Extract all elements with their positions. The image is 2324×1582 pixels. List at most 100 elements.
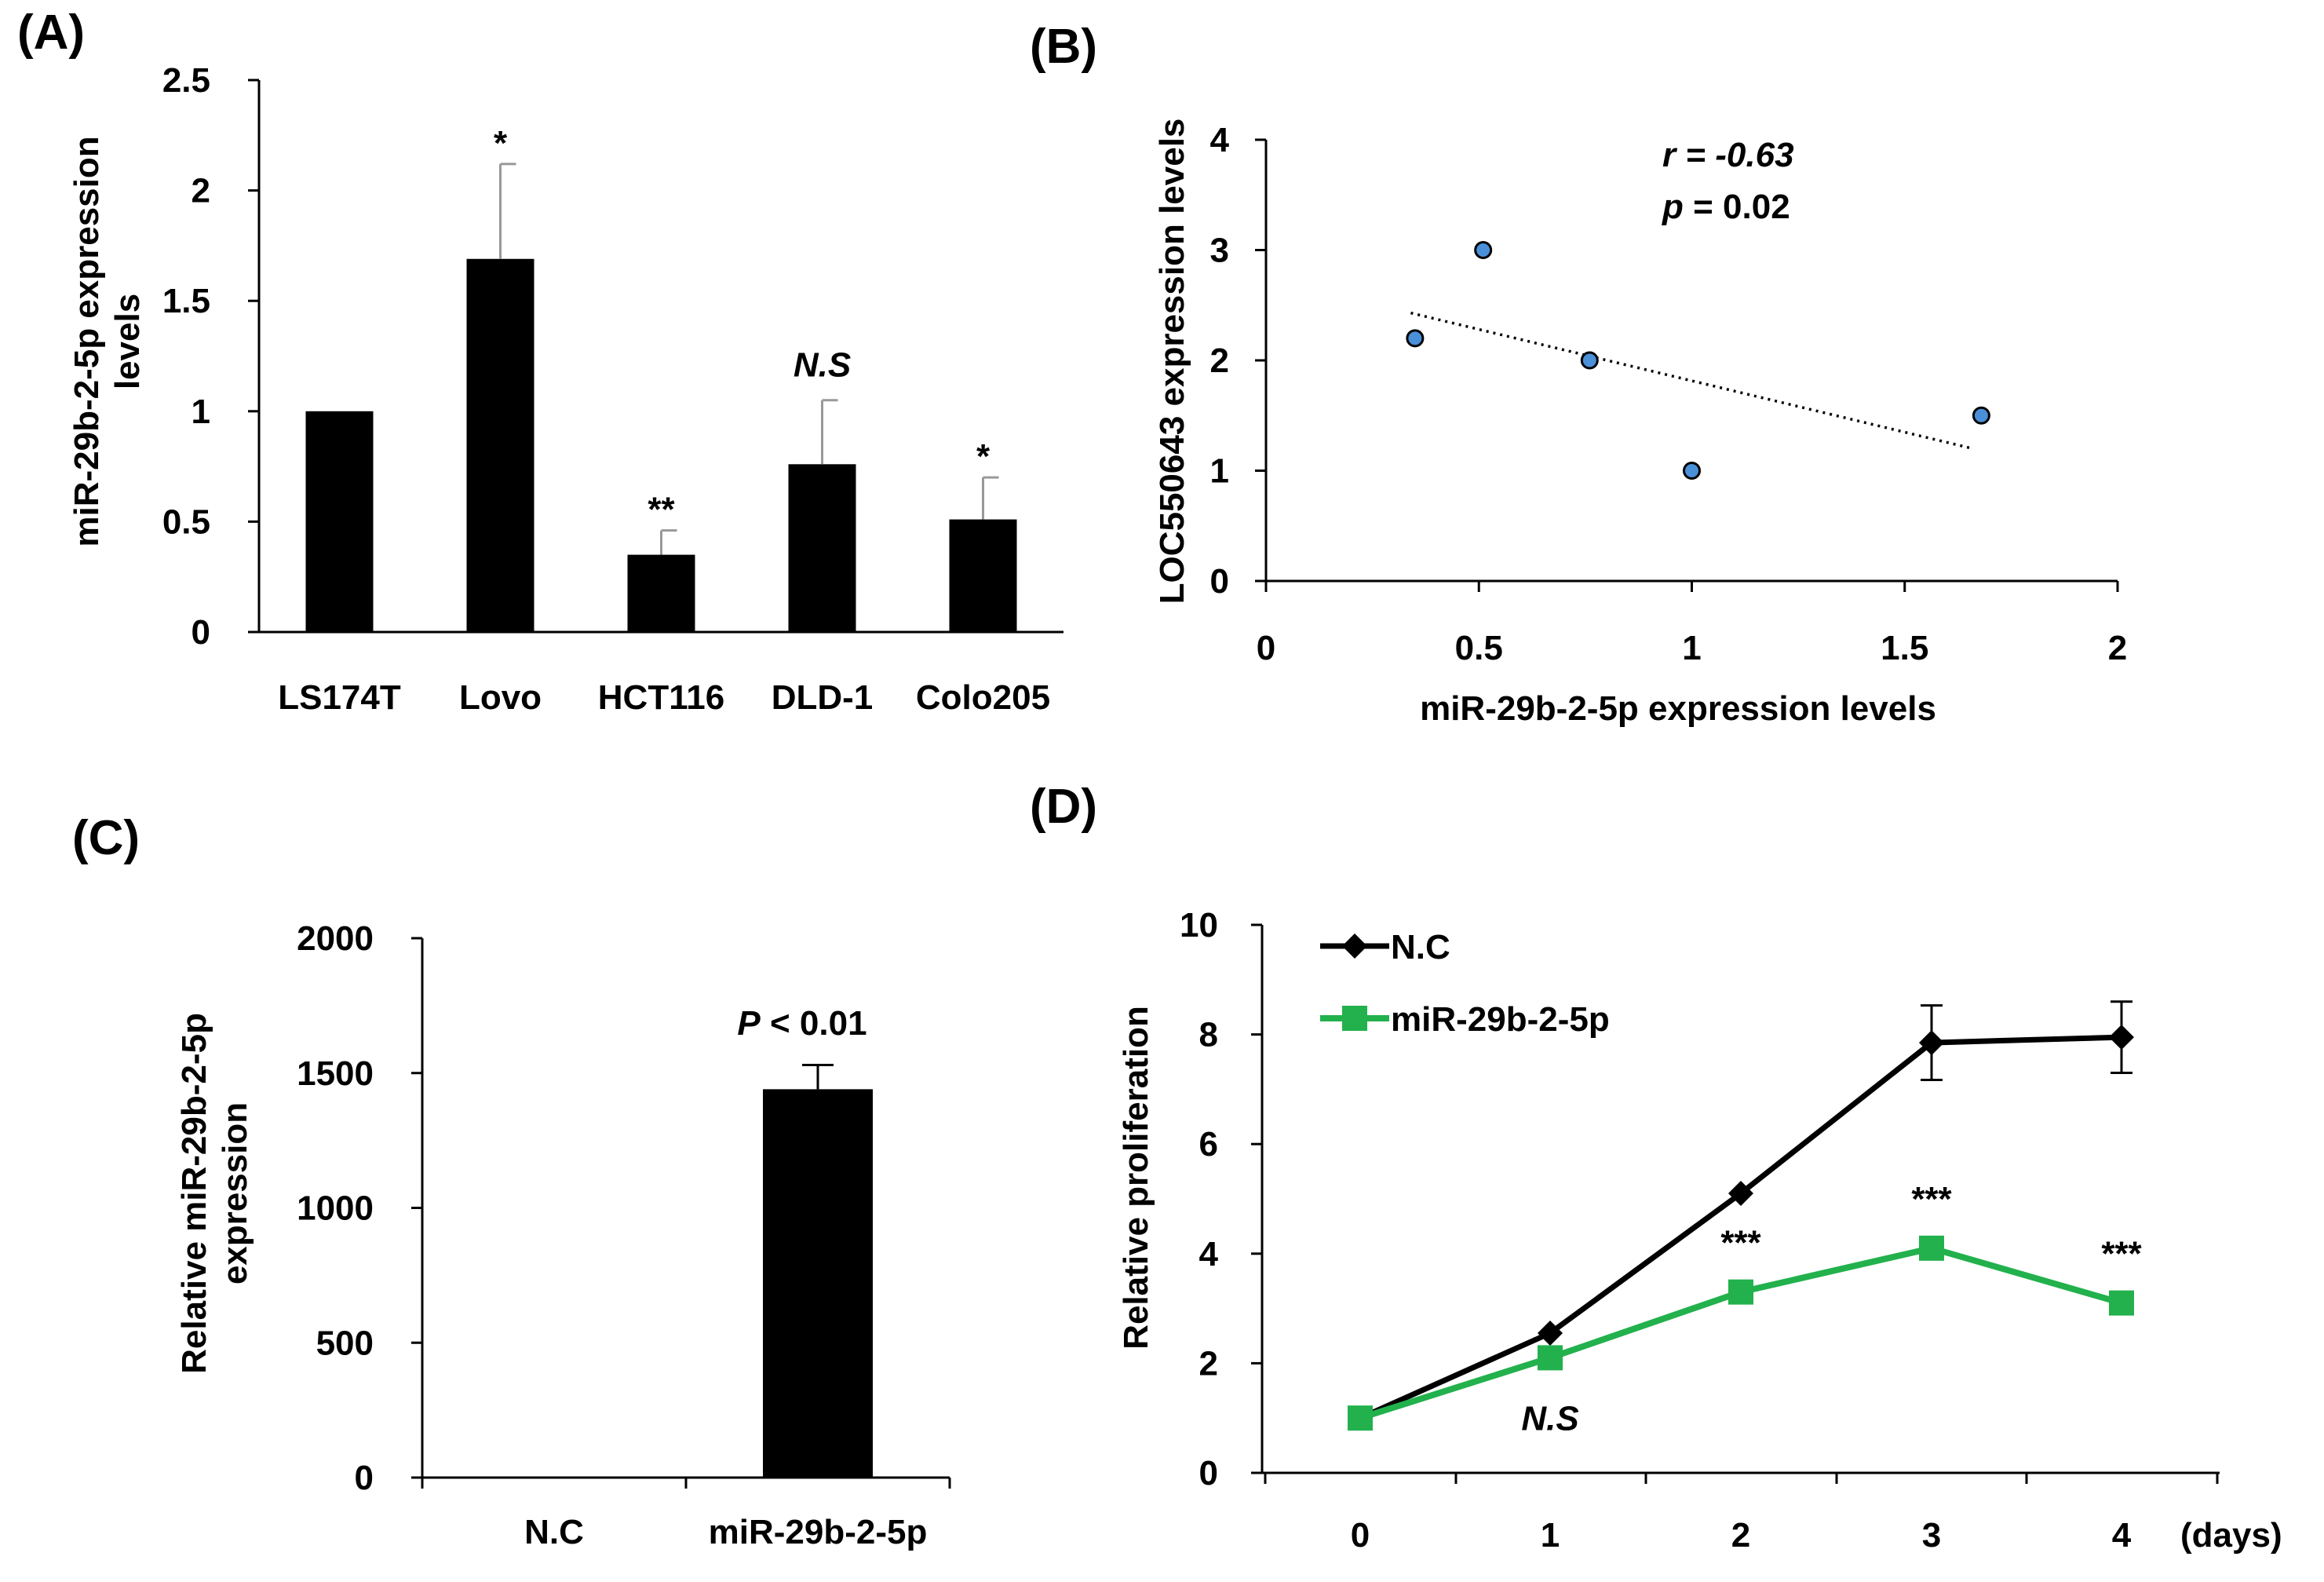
panel-b-axes (1255, 138, 2119, 592)
panel-b-point (1580, 351, 1599, 370)
panel-a-y-tick-label: 1.5 (162, 282, 210, 320)
panel-a-bar (627, 554, 695, 632)
panel-b-ylabel: LOC550643 expression levels (1153, 119, 1191, 605)
panel-c-ylabel: Relative miR-29b-2-5p expression (175, 1013, 254, 1374)
panel-d-annotation: *** (1720, 1224, 1761, 1262)
panel-d-x-tick-label: 2 (1731, 1516, 1750, 1555)
panel-c-pvalue-rest: < 0.01 (761, 1004, 867, 1043)
panel-b-point (1474, 241, 1493, 259)
panel-a-axes (248, 79, 1063, 634)
panel-a-annotation: ** (648, 491, 675, 529)
panel-c-pvalue-symbol: P (737, 1004, 761, 1043)
panel-d-legend-label: miR-29b-2-5p (1391, 1000, 1610, 1039)
panel-d-label: (D) (1030, 780, 1097, 834)
panel-a-bars (305, 163, 1017, 632)
panel-c-category-label: N.C (524, 1513, 584, 1551)
panel-b-y-tick-label: 2 (1210, 342, 1229, 380)
panel-d-annotations: N.S *** *** *** (1521, 1180, 2142, 1438)
panel-d-xunit: (days) (2180, 1516, 2282, 1555)
panel-b-y-tick-label: 1 (1210, 452, 1229, 491)
panel-b-points (1406, 241, 1990, 480)
panel-b-trendline-group (1410, 311, 1973, 451)
panel-d-legend-label: N.C (1391, 928, 1450, 966)
panel-a-category-label: DLD-1 (772, 678, 874, 717)
panel-a-category-label: HCT116 (598, 678, 724, 717)
panel-c-bar (763, 1089, 873, 1478)
panel-c-bars (499, 1063, 873, 1478)
panel-a-annotations: ***N.S* (494, 124, 991, 529)
panel-b-y-tick-label: 0 (1210, 562, 1229, 601)
panel-d-y-tick-label: 2 (1199, 1344, 1218, 1383)
panel-c-y-tick-label: 1000 (297, 1189, 374, 1228)
panel-d-marker-square (1728, 1279, 1753, 1305)
panel-a-category-label: Colo205 (916, 678, 1050, 717)
panel-a-y-tick-label: 2.5 (162, 61, 210, 100)
panel-d-ylabel: Relative proliferation (1117, 1006, 1155, 1350)
panel-b-x-tick-label: 0 (1257, 629, 1275, 667)
panel-d-x-tick-labels: 0 1 2 3 4 (1351, 1516, 2132, 1555)
panel-a-bar (788, 464, 856, 632)
panel-a-bar (466, 258, 534, 632)
panel-a-y-tick-label: 1 (192, 393, 210, 431)
panel-a-bar (305, 411, 374, 632)
panel-c-ylabel-line2: expression (216, 1102, 254, 1284)
panel-b-xlabel: miR-29b-2-5p expression levels (1420, 689, 1936, 728)
panel-a-y-tick-label: 2 (192, 172, 210, 210)
panel-a-annotation: N.S (794, 346, 851, 385)
panel-d-y-tick-label: 4 (1199, 1235, 1219, 1273)
panel-d-y-tick-label: 10 (1180, 906, 1218, 944)
panel-c-axes (411, 937, 951, 1489)
panel-d-y-tick-label: 0 (1199, 1454, 1218, 1492)
panel-a-y-tick-label: 0.5 (162, 502, 210, 541)
panel-b-y-tick-labels: 0 1 2 3 4 (1210, 121, 1230, 601)
panel-d-marker-diamond (1538, 1321, 1563, 1346)
panel-d-annotation: N.S (1521, 1399, 1578, 1438)
panel-c: (C) Relative miR-29b-2-5p expression 0 50… (72, 811, 951, 1551)
panel-c-y-tick-labels: 0 500 1000 1500 2000 (297, 919, 374, 1497)
panel-a-annotation: * (976, 437, 991, 476)
panel-b-y-tick-label: 4 (1210, 121, 1230, 159)
panel-d-axes (1251, 923, 2220, 1484)
panel-d-x-tick-label: 0 (1351, 1516, 1370, 1555)
panel-b-y-tick-label: 3 (1210, 232, 1229, 270)
panel-a-ylabel: miR-29b-2-5p expression levels (67, 136, 147, 546)
panel-d-marker-diamond (1919, 1030, 1944, 1056)
panel-d-legend-marker-square (1342, 1006, 1367, 1031)
panel-a: (A) miR-29b-2-5p expression levels 0 0.5 1… (17, 5, 1063, 717)
panel-b-point (1972, 406, 1990, 425)
panel-a-ylabel-line1: miR-29b-2-5p expression (67, 136, 106, 546)
panel-d-legend: N.C miR-29b-2-5p (1320, 928, 1610, 1039)
panel-b-trendline (1410, 311, 1973, 451)
panel-d-y-tick-label: 8 (1199, 1016, 1218, 1054)
panel-d-legend-marker-diamond (1342, 933, 1367, 959)
panel-d-y-tick-label: 6 (1199, 1125, 1218, 1164)
panel-d-series (1348, 1000, 2134, 1431)
panel-a-category-label: Lovo (459, 678, 542, 717)
panel-a-bar (949, 519, 1017, 632)
panel-d-marker-square (1538, 1345, 1563, 1371)
panel-d-marker-diamond (2109, 1025, 2134, 1050)
panel-d-x-tick-label: 3 (1922, 1516, 1941, 1555)
panel-c-y-tick-label: 2000 (297, 919, 374, 958)
panel-c-label: (C) (72, 811, 140, 865)
panel-b-stat-p-value: = 0.02 (1684, 188, 1790, 226)
panel-c-category-label: miR-29b-2-5p (709, 1513, 928, 1551)
panel-b-stat-r: r = -0.63 (1662, 136, 1794, 174)
panel-a-y-tick-labels: 0 0.5 1 1.5 2 2.5 (162, 61, 210, 652)
panel-d-x-tick-label: 4 (2112, 1516, 2132, 1555)
panel-d-marker-square (1348, 1405, 1373, 1431)
panel-d-marker-square (1919, 1235, 1944, 1261)
panel-d-y-tick-labels: 0 2 4 6 8 10 (1180, 906, 1218, 1492)
panel-c-y-tick-label: 0 (355, 1459, 374, 1497)
panel-b-stat-p-symbol: p (1662, 188, 1684, 226)
panel-d-marker-square (2109, 1290, 2134, 1316)
panel-c-ylabel-line1: Relative miR-29b-2-5p (175, 1013, 213, 1374)
panel-a-category-label: LS174T (278, 678, 401, 717)
panel-d-annotation: *** (2101, 1235, 2142, 1273)
panel-d-x-tick-label: 1 (1541, 1516, 1560, 1555)
panel-c-pvalue: P < 0.01 (737, 1004, 866, 1043)
panel-a-y-tick-label: 0 (192, 613, 210, 652)
panel-a-annotation: * (494, 124, 508, 163)
panel-b-point (1683, 462, 1701, 480)
panel-a-ylabel-line2: levels (108, 294, 147, 389)
